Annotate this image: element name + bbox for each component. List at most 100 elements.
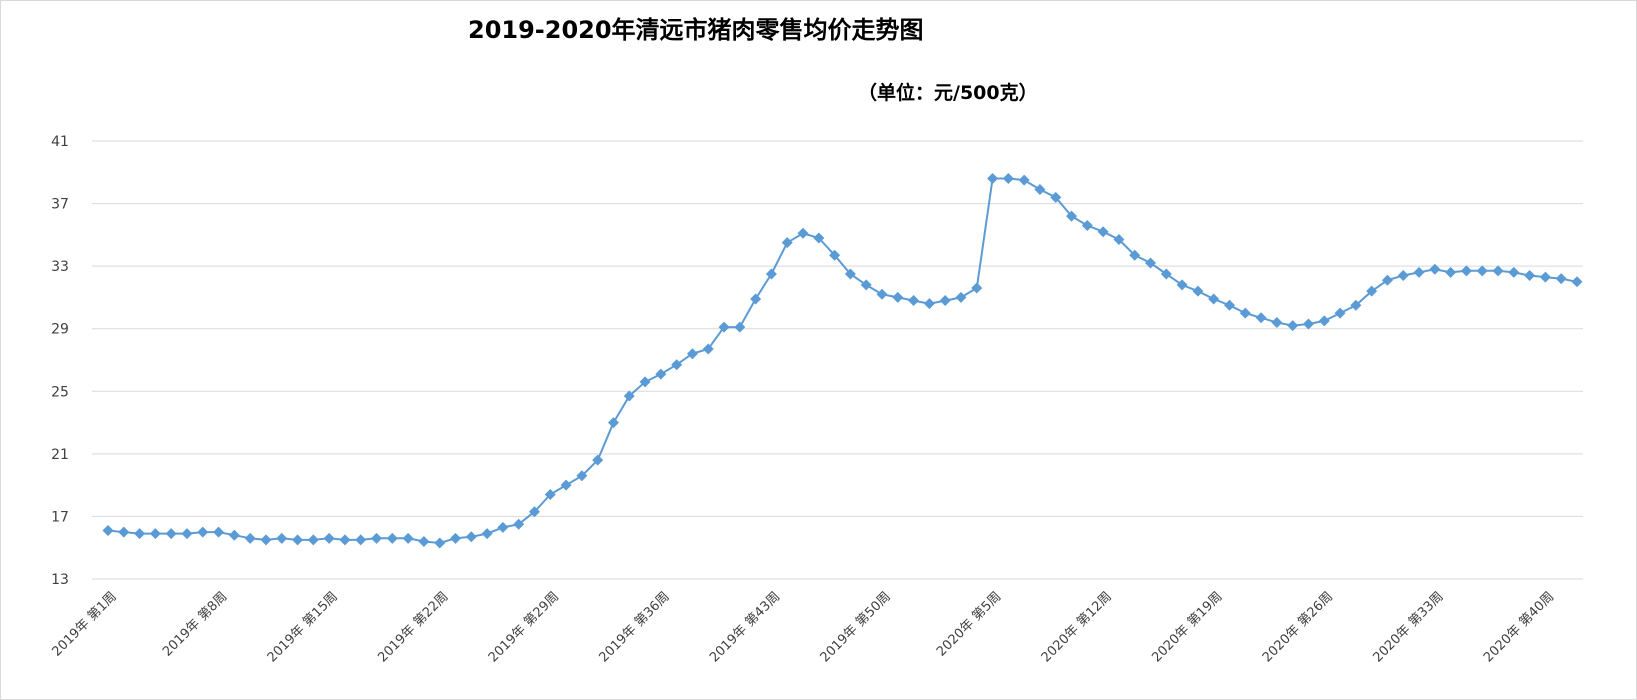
- data-point: [528, 506, 540, 518]
- x-tick-label: 2020年 第40周: [1481, 589, 1557, 665]
- data-point: [513, 518, 525, 530]
- data-point: [149, 528, 161, 540]
- x-tick-label: 2020年 第5周: [934, 589, 1004, 659]
- data-point: [1302, 318, 1314, 330]
- data-point: [1160, 268, 1172, 280]
- data-point: [955, 291, 967, 303]
- data-point: [1176, 279, 1188, 291]
- data-point: [655, 368, 667, 380]
- x-axis-ticks: 2019年 第1周 2019年 第8周 2019年 第15周 2019年 第22周 20…: [49, 589, 1557, 665]
- data-point: [244, 532, 256, 544]
- data-point: [118, 526, 130, 538]
- data-point: [939, 295, 951, 307]
- chart-title: 2019-2020年清远市猪肉零售均价走势图: [468, 16, 924, 44]
- data-point: [371, 532, 383, 544]
- data-point: [1539, 271, 1551, 283]
- data-point: [1018, 174, 1030, 186]
- data-point: [1318, 315, 1330, 327]
- data-point: [876, 288, 888, 300]
- grid-lines: [92, 140, 1583, 580]
- data-point: [1460, 265, 1472, 277]
- y-axis-ticks: 13 17 21 25 29 33 37 41: [51, 134, 69, 588]
- data-point: [1571, 276, 1583, 288]
- data-point: [339, 534, 351, 546]
- data-point: [1445, 266, 1457, 278]
- data-point: [228, 529, 240, 541]
- data-point: [1508, 266, 1520, 278]
- price-series: [102, 173, 1583, 549]
- data-point: [718, 321, 730, 333]
- data-point: [639, 376, 651, 388]
- y-tick-label: 21: [51, 447, 69, 463]
- data-point: [987, 173, 999, 185]
- y-tick-label: 33: [51, 259, 69, 275]
- data-point: [971, 282, 983, 294]
- data-point: [1381, 274, 1393, 286]
- y-tick-label: 29: [51, 322, 69, 338]
- x-tick-label: 2019年 第1周: [49, 589, 119, 659]
- data-point: [434, 537, 446, 549]
- data-point: [829, 249, 841, 261]
- data-point: [576, 470, 588, 482]
- data-point: [1208, 293, 1220, 305]
- data-point: [355, 534, 367, 546]
- data-point: [276, 532, 288, 544]
- data-point: [1129, 249, 1141, 261]
- data-point: [1413, 266, 1425, 278]
- data-point: [1239, 307, 1251, 319]
- data-point: [844, 268, 856, 280]
- data-point: [307, 534, 319, 546]
- data-point: [1034, 183, 1046, 195]
- data-point: [1002, 173, 1014, 185]
- y-tick-label: 13: [51, 572, 69, 588]
- data-point: [1050, 191, 1062, 203]
- x-tick-label: 2019年 第43周: [707, 589, 783, 665]
- data-point: [607, 417, 619, 429]
- data-point: [797, 227, 809, 239]
- series-line: [107, 177, 1578, 545]
- data-point: [1223, 299, 1235, 311]
- data-point: [623, 390, 635, 402]
- data-point: [213, 526, 225, 538]
- data-point: [860, 279, 872, 291]
- x-tick-label: 2019年 第29周: [486, 589, 562, 665]
- y-tick-label: 41: [51, 134, 69, 150]
- x-tick-label: 2019年 第22周: [375, 589, 451, 665]
- data-point: [750, 293, 762, 305]
- data-point: [1192, 285, 1204, 297]
- data-point: [418, 535, 430, 547]
- data-point: [813, 232, 825, 244]
- data-point: [1350, 299, 1362, 311]
- y-tick-label: 37: [51, 197, 69, 213]
- data-point: [592, 454, 604, 466]
- data-point: [544, 489, 556, 501]
- data-point: [1555, 273, 1567, 285]
- data-point: [734, 321, 746, 333]
- data-point: [702, 343, 714, 355]
- x-tick-label: 2020年 第19周: [1149, 589, 1225, 665]
- data-point: [1287, 320, 1299, 332]
- data-point: [481, 528, 493, 540]
- data-point: [165, 528, 177, 540]
- x-tick-label: 2020年 第26周: [1260, 589, 1336, 665]
- data-point: [1492, 265, 1504, 277]
- data-point: [450, 532, 462, 544]
- data-point: [134, 528, 146, 540]
- x-tick-label: 2019年 第36周: [596, 589, 672, 665]
- x-tick-label: 2020年 第33周: [1370, 589, 1446, 665]
- x-tick-label: 2019年 第50周: [818, 589, 894, 665]
- data-point: [686, 348, 698, 360]
- data-point: [1476, 265, 1488, 277]
- data-point: [402, 532, 414, 544]
- data-point: [1113, 234, 1125, 246]
- data-point: [560, 479, 572, 491]
- data-point: [671, 359, 683, 371]
- data-point: [292, 534, 304, 546]
- data-point: [923, 298, 935, 310]
- data-point: [781, 237, 793, 249]
- chart-subtitle: （单位：元/500克）: [858, 82, 1038, 104]
- data-point: [1397, 270, 1409, 282]
- data-point: [1366, 285, 1378, 297]
- data-point: [1334, 307, 1346, 319]
